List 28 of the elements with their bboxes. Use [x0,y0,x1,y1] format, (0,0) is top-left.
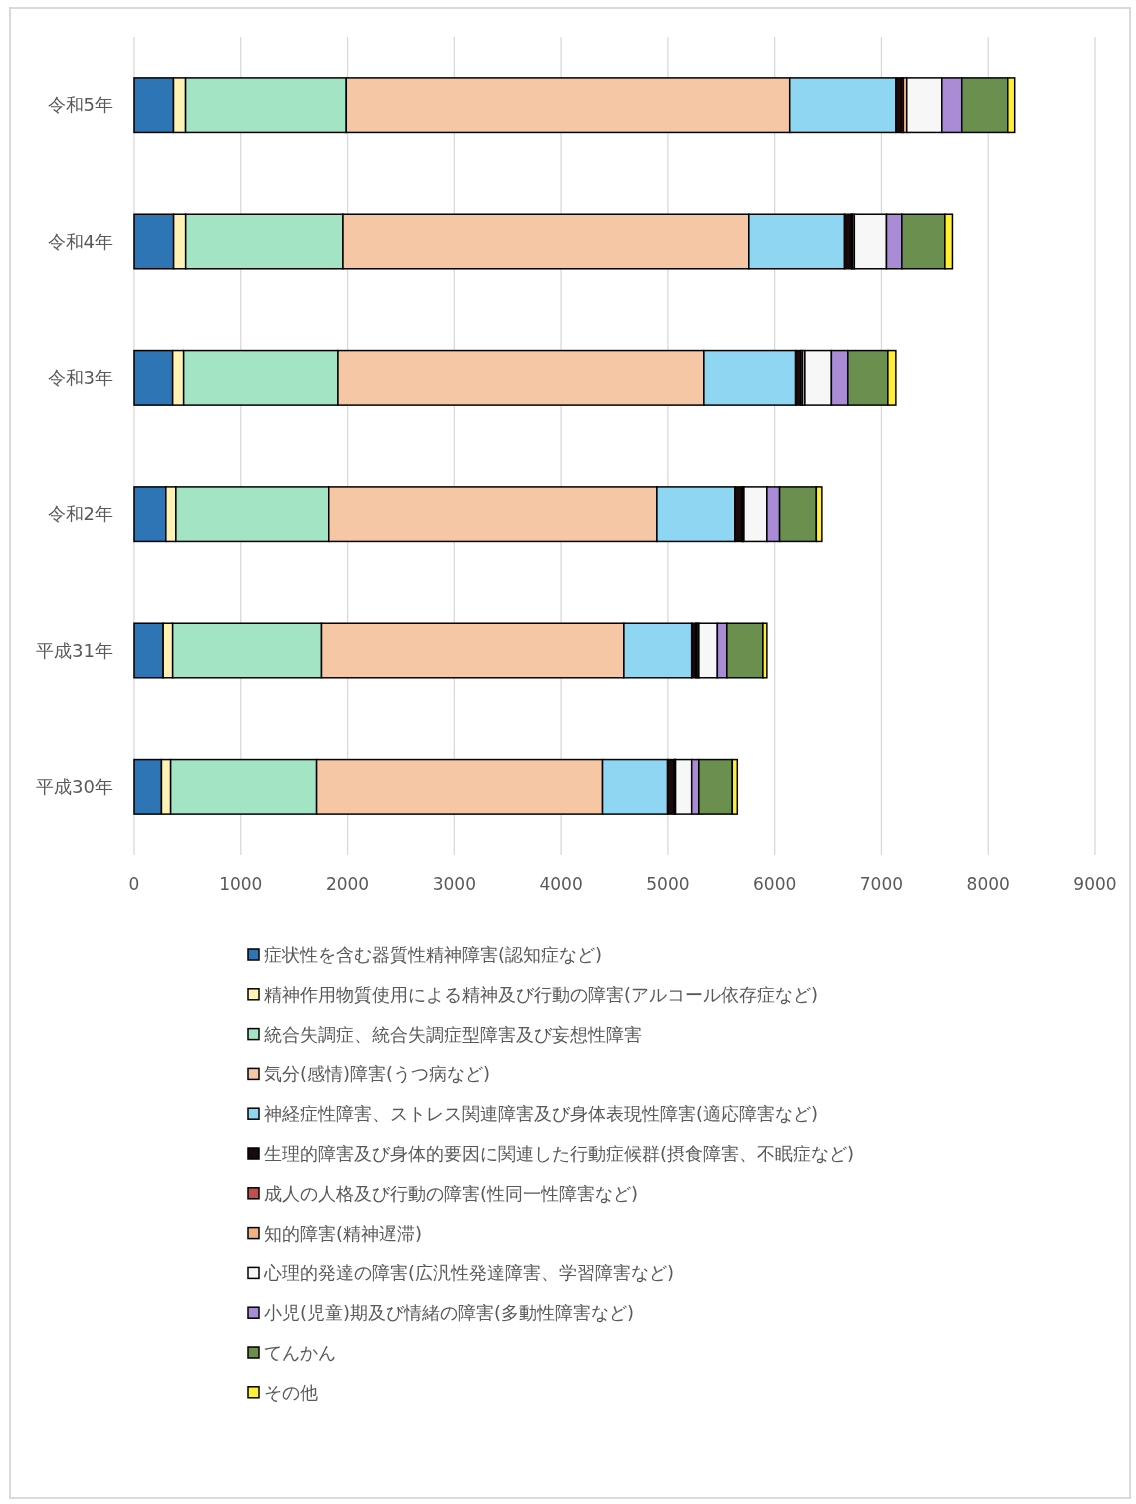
y-tick-label: 令和3年 [47,366,113,388]
x-tick-label: 1000 [219,874,263,894]
legend-label: 精神作用物質使用による精神及び行動の障害(アルコール依存症など) [264,983,819,1005]
x-tick-label: 5000 [646,874,690,894]
legend-label: その他 [264,1381,318,1403]
legend-label: 小児(児童)期及び情緒の障害(多動性障害など) [264,1302,635,1324]
y-tick-label: 令和2年 [47,503,113,525]
legend-label: 気分(感情)障害(うつ病など) [264,1063,491,1085]
x-tick-label: 2000 [325,874,370,894]
legend-label: 症状性を含む器質性精神障害(認知症など) [264,944,603,965]
legend-label: 統合失調症、統合失調症型障害及び妄想性障害 [264,1023,642,1045]
legend-label: 神経症性障害、ストレス関連障害及び身体表現性障害(適応障害など) [264,1103,819,1125]
y-tick-label: 平成30年 [36,775,113,797]
x-tick-label: 6000 [753,874,797,894]
x-tick-label: 7000 [859,874,904,894]
x-tick-label: 3000 [432,874,476,894]
y-tick-label: 令和4年 [47,230,113,252]
x-tick-label: 4000 [539,874,583,894]
legend-label: 心理的発達の障害(広汎性発達障害、学習障害など) [263,1262,675,1284]
legend-label: てんかん [264,1342,336,1363]
legend-label: 成人の人格及び行動の障害(性同一性障害など) [264,1182,639,1204]
y-tick-label: 平成31年 [36,639,113,661]
x-tick-label: 9000 [1073,874,1117,894]
y-tick-label: 令和5年 [47,94,113,116]
legend-label: 生理的障害及び身体的要因に関連した行動症候群(摂食障害、不眠症など) [264,1143,855,1164]
x-tick-label: 0 [128,874,140,894]
x-tick-label: 8000 [966,874,1010,894]
legend-label: 知的障害(精神遅滞) [264,1222,423,1244]
